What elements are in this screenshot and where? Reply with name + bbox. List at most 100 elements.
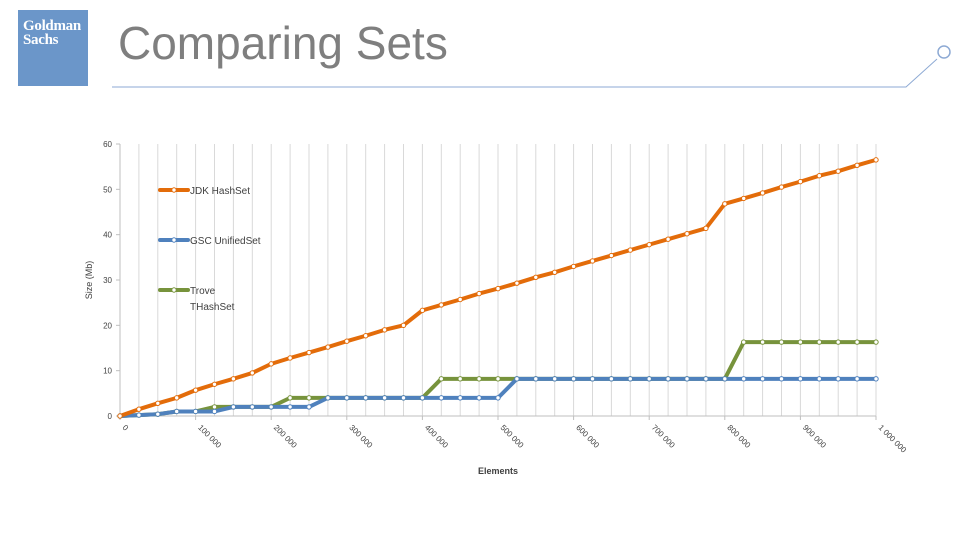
data-point-marker	[192, 387, 199, 393]
x-tick-label: 300 000	[347, 423, 374, 450]
data-point-marker	[306, 395, 312, 401]
y-tick-label: 50	[103, 185, 112, 194]
data-point-marker	[306, 404, 312, 410]
y-tick-label: 60	[103, 140, 112, 149]
data-point-marker	[570, 263, 577, 270]
data-point-marker	[211, 381, 218, 387]
data-point-marker	[381, 327, 388, 333]
data-point-marker	[873, 339, 879, 345]
data-point-marker	[476, 395, 482, 401]
x-tick-label: 1 000 000	[877, 423, 909, 455]
data-point-marker	[873, 376, 879, 382]
data-point-marker	[533, 274, 539, 280]
data-point-marker	[627, 247, 633, 253]
x-tick-label: 400 000	[423, 423, 450, 450]
x-axis-label: Elements	[478, 466, 518, 476]
x-tick-label: 600 000	[574, 423, 601, 450]
data-point-marker	[759, 190, 766, 196]
data-point-marker	[533, 376, 539, 382]
data-point-marker	[684, 231, 690, 237]
y-tick-label: 40	[103, 231, 112, 240]
data-point-marker	[816, 339, 822, 345]
data-point-marker	[230, 376, 237, 382]
data-point-marker	[381, 395, 388, 401]
data-point-marker	[589, 258, 596, 264]
data-point-marker	[816, 173, 822, 179]
data-point-marker	[778, 376, 785, 382]
data-point-marker	[646, 241, 652, 248]
x-tick-label: 800 000	[725, 423, 752, 450]
data-point-marker	[419, 395, 426, 401]
data-point-marker	[287, 355, 293, 361]
data-point-marker	[249, 404, 256, 410]
chart-gridlines	[138, 144, 877, 416]
legend-swatch-marker	[171, 287, 177, 293]
legend-label: THashSet	[190, 302, 235, 313]
data-point-marker	[325, 344, 331, 350]
chart-series	[117, 157, 879, 419]
data-point-marker	[741, 376, 747, 382]
legend-label: JDK HashSet	[190, 186, 250, 197]
x-tick-label: 0	[121, 423, 131, 433]
data-point-marker	[797, 339, 804, 345]
data-point-marker	[495, 376, 501, 382]
x-tick-label: 900 000	[801, 423, 828, 450]
data-point-marker	[608, 376, 615, 382]
data-point-marker	[287, 404, 293, 410]
data-point-marker	[400, 322, 407, 329]
data-point-marker	[495, 285, 501, 292]
data-point-marker	[514, 376, 520, 382]
data-point-marker	[741, 195, 747, 202]
data-point-marker	[476, 376, 482, 382]
data-point-marker	[608, 252, 615, 259]
y-tick-label: 0	[108, 412, 113, 421]
data-point-marker	[570, 376, 577, 382]
data-point-marker	[835, 376, 841, 382]
data-point-marker	[325, 395, 331, 401]
data-point-marker	[476, 290, 482, 297]
title-underline-decoration	[112, 45, 951, 88]
data-point-marker	[268, 361, 274, 367]
data-point-marker	[344, 338, 350, 344]
data-point-marker	[589, 376, 596, 382]
data-point-marker	[117, 413, 123, 419]
data-point-marker	[759, 339, 766, 345]
x-tick-label: 200 000	[272, 423, 299, 450]
data-point-marker	[155, 411, 161, 417]
data-point-marker	[211, 404, 218, 410]
data-point-marker	[703, 225, 709, 232]
data-point-marker	[778, 184, 785, 190]
legend-swatch-marker	[171, 187, 177, 193]
data-point-marker	[136, 406, 142, 412]
data-point-marker	[514, 280, 520, 286]
data-point-marker	[854, 162, 860, 169]
data-point-marker	[854, 376, 860, 382]
data-point-marker	[457, 395, 463, 401]
data-point-marker	[363, 395, 369, 401]
data-point-marker	[192, 408, 199, 415]
data-point-marker	[268, 404, 274, 410]
title-rule-end-circle	[937, 45, 951, 59]
data-point-marker	[174, 395, 180, 401]
data-point-marker	[722, 376, 728, 382]
data-point-marker	[835, 339, 841, 345]
slide-title: Comparing Sets	[118, 17, 448, 69]
data-point-marker	[249, 370, 256, 376]
data-point-marker	[778, 339, 785, 345]
data-point-marker	[419, 307, 426, 314]
goldman-sachs-logo: Goldman Sachs	[18, 10, 88, 86]
data-point-marker	[627, 376, 633, 382]
data-point-marker	[835, 168, 841, 174]
data-point-marker	[552, 376, 558, 382]
y-tick-label: 20	[103, 321, 112, 330]
data-point-marker	[363, 333, 369, 339]
data-point-marker	[438, 376, 444, 382]
x-tick-label: 500 000	[499, 423, 526, 450]
data-point-marker	[438, 302, 444, 308]
y-tick-label: 30	[103, 276, 112, 285]
data-point-marker	[495, 395, 501, 401]
data-point-marker	[287, 395, 293, 401]
data-point-marker	[174, 408, 180, 415]
data-point-marker	[552, 269, 558, 275]
